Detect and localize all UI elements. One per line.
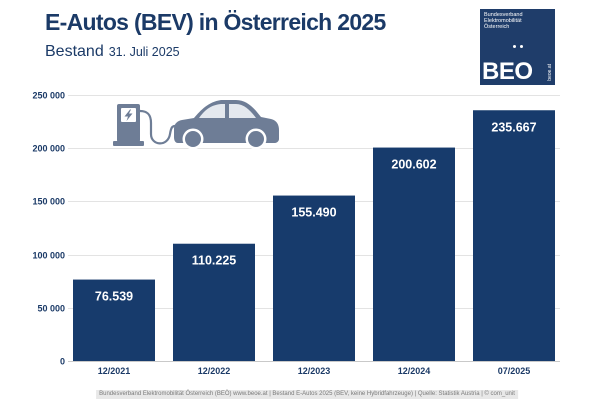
- chart-title: E-Autos (BEV) in Österreich 2025: [45, 9, 386, 35]
- beo-logo: Bundesverband Elektromobilität Österreic…: [480, 9, 555, 85]
- bar-value-labels: 76.539 110.225 155.490 200.602 235.667: [95, 120, 537, 303]
- y-tick-label: 50 000: [37, 304, 65, 314]
- bar-value-label: 200.602: [391, 158, 436, 172]
- bar: [173, 243, 255, 361]
- chart-subtitle: Bestand: [45, 43, 104, 60]
- bar: [473, 110, 555, 362]
- logo-org-name: Bundesverband Elektromobilität Österreic…: [484, 12, 523, 30]
- logo-mark: BEO: [482, 58, 533, 85]
- logo-umlaut-dot: [520, 45, 523, 48]
- bar: [373, 147, 455, 361]
- logo-org-line: Bundesverband: [484, 12, 523, 18]
- y-axis-labels: 0 50 000 100 000 150 000 200 000 250 000: [32, 91, 65, 367]
- ev-charger-icon: [113, 104, 177, 146]
- x-axis-labels: 12/2021 12/2022 12/2023 12/2024 07/2025: [98, 366, 531, 376]
- y-tick-label: 100 000: [32, 251, 65, 261]
- chart-date: 31. Juli 2025: [108, 45, 180, 59]
- car-wheel: [248, 131, 264, 147]
- bar-value-label: 235.667: [491, 120, 536, 134]
- x-tick-label: 07/2025: [498, 366, 531, 376]
- bar-value-label: 155.490: [291, 206, 336, 220]
- logo-org-line: Österreich: [484, 24, 510, 30]
- car-icon: [174, 100, 279, 150]
- bars: [73, 110, 555, 362]
- lightning-bolt-icon: [124, 109, 133, 121]
- car-rear-window: [199, 104, 225, 118]
- bar: [73, 279, 155, 361]
- charger-base: [113, 141, 144, 146]
- logo-umlaut-dot: [513, 45, 516, 48]
- car-wheel: [185, 131, 201, 147]
- y-tick-label: 200 000: [32, 144, 65, 154]
- y-tick-label: 150 000: [32, 197, 65, 207]
- x-tick-label: 12/2023: [298, 366, 331, 376]
- x-tick-label: 12/2022: [198, 366, 231, 376]
- bar: [273, 195, 355, 361]
- bar-value-label: 110.225: [192, 254, 237, 268]
- footer-source-note: Bundesverband Elektromobilität Österreic…: [96, 390, 518, 399]
- logo-org-line: Elektromobilität: [484, 18, 522, 24]
- ev-charging-illustration: [113, 100, 279, 150]
- y-tick-label: 0: [60, 357, 65, 367]
- x-tick-label: 12/2021: [98, 366, 131, 376]
- y-tick-label: 250 000: [32, 91, 65, 101]
- x-tick-label: 12/2024: [398, 366, 431, 376]
- bar-value-label: 76.539: [95, 290, 133, 304]
- chart-subtitle-row: Bestand 31. Juli 2025: [45, 44, 180, 60]
- car-front-window: [229, 104, 256, 118]
- logo-url: beoe.at: [547, 64, 553, 81]
- charging-cable: [138, 109, 177, 145]
